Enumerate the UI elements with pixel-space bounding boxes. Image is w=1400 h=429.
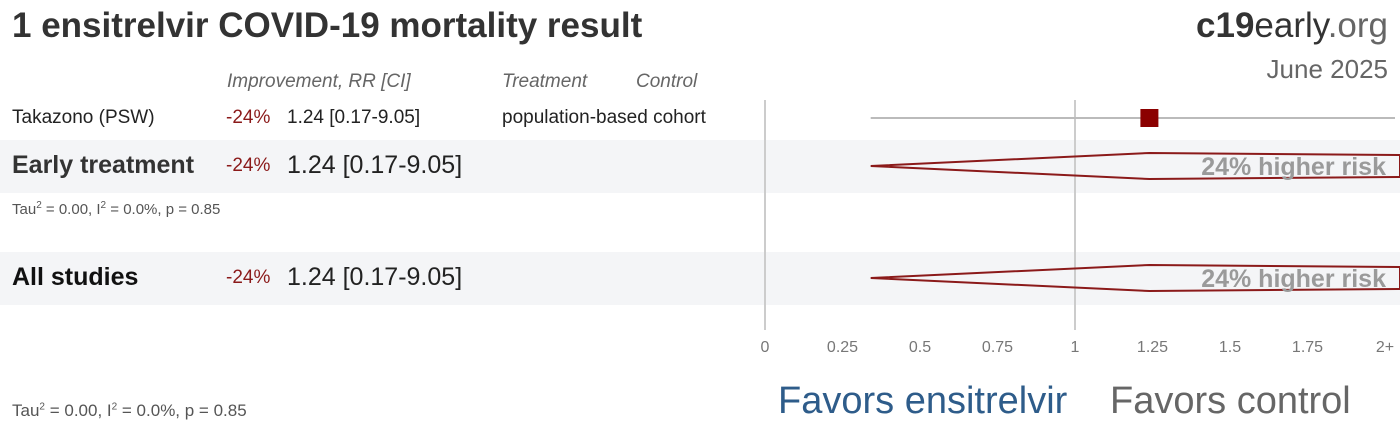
x-tick-label: 1.25 [1137, 339, 1168, 356]
x-tick-label: 0.25 [827, 339, 858, 356]
brand-rest: early [1254, 6, 1328, 45]
all-studies-stats: Tau2 = 0.00, I2 = 0.0%, p = 0.85 [12, 401, 247, 420]
page-title: 1 ensitrelvir COVID-19 mortality result [12, 6, 643, 45]
all-studies-improvement: -24% [226, 267, 271, 288]
x-tick-label: 1 [1071, 339, 1080, 356]
favors-treatment-label: Favors ensitrelvir [778, 380, 1068, 422]
early-treatment-risk-label: 24% higher risk [1201, 153, 1386, 181]
x-tick-label: 0.75 [982, 339, 1013, 356]
brand-suffix: .org [1327, 6, 1388, 45]
favors-control-label: Favors control [1110, 380, 1351, 422]
all-studies-diamond [870, 263, 1400, 293]
early-treatment-diamond [870, 151, 1400, 181]
brand-bold: c19 [1196, 6, 1255, 45]
header-control: Control [636, 71, 698, 92]
x-tick-label: 1.5 [1219, 339, 1241, 356]
header-improvement: Improvement, RR [CI] [227, 71, 411, 92]
study-name[interactable]: Takazono (PSW) [12, 107, 155, 128]
x-tick-label: 0.5 [909, 339, 931, 356]
x-tick-label: 2+ [1376, 339, 1394, 356]
header-treatment: Treatment [502, 71, 588, 92]
report-date: June 2025 [1266, 54, 1388, 84]
early-treatment-rr: 1.24 [0.17-9.05] [287, 151, 463, 179]
all-studies-label: All studies [12, 263, 139, 291]
x-axis-ticks: 0 0.25 0.5 0.75 1 1.25 1.5 1.75 2+ [761, 339, 1395, 356]
early-treatment-improvement: -24% [226, 155, 271, 176]
all-studies-band [0, 252, 1400, 305]
x-tick-label: 1.75 [1292, 339, 1323, 356]
study-improvement: -24% [226, 107, 271, 128]
study-design: population-based cohort [502, 107, 706, 128]
early-treatment-label: Early treatment [12, 151, 195, 179]
early-treatment-stats: Tau2 = 0.00, I2 = 0.0%, p = 0.85 [12, 200, 221, 218]
all-studies-risk-label: 24% higher risk [1201, 265, 1386, 293]
brand-logo: c19early.org [1196, 6, 1388, 46]
study-rr-marker [1140, 109, 1159, 127]
all-studies-rr: 1.24 [0.17-9.05] [287, 263, 463, 291]
x-tick-label: 0 [761, 339, 770, 356]
early-treatment-band [0, 140, 1400, 193]
study-rr: 1.24 [0.17-9.05] [287, 107, 421, 128]
